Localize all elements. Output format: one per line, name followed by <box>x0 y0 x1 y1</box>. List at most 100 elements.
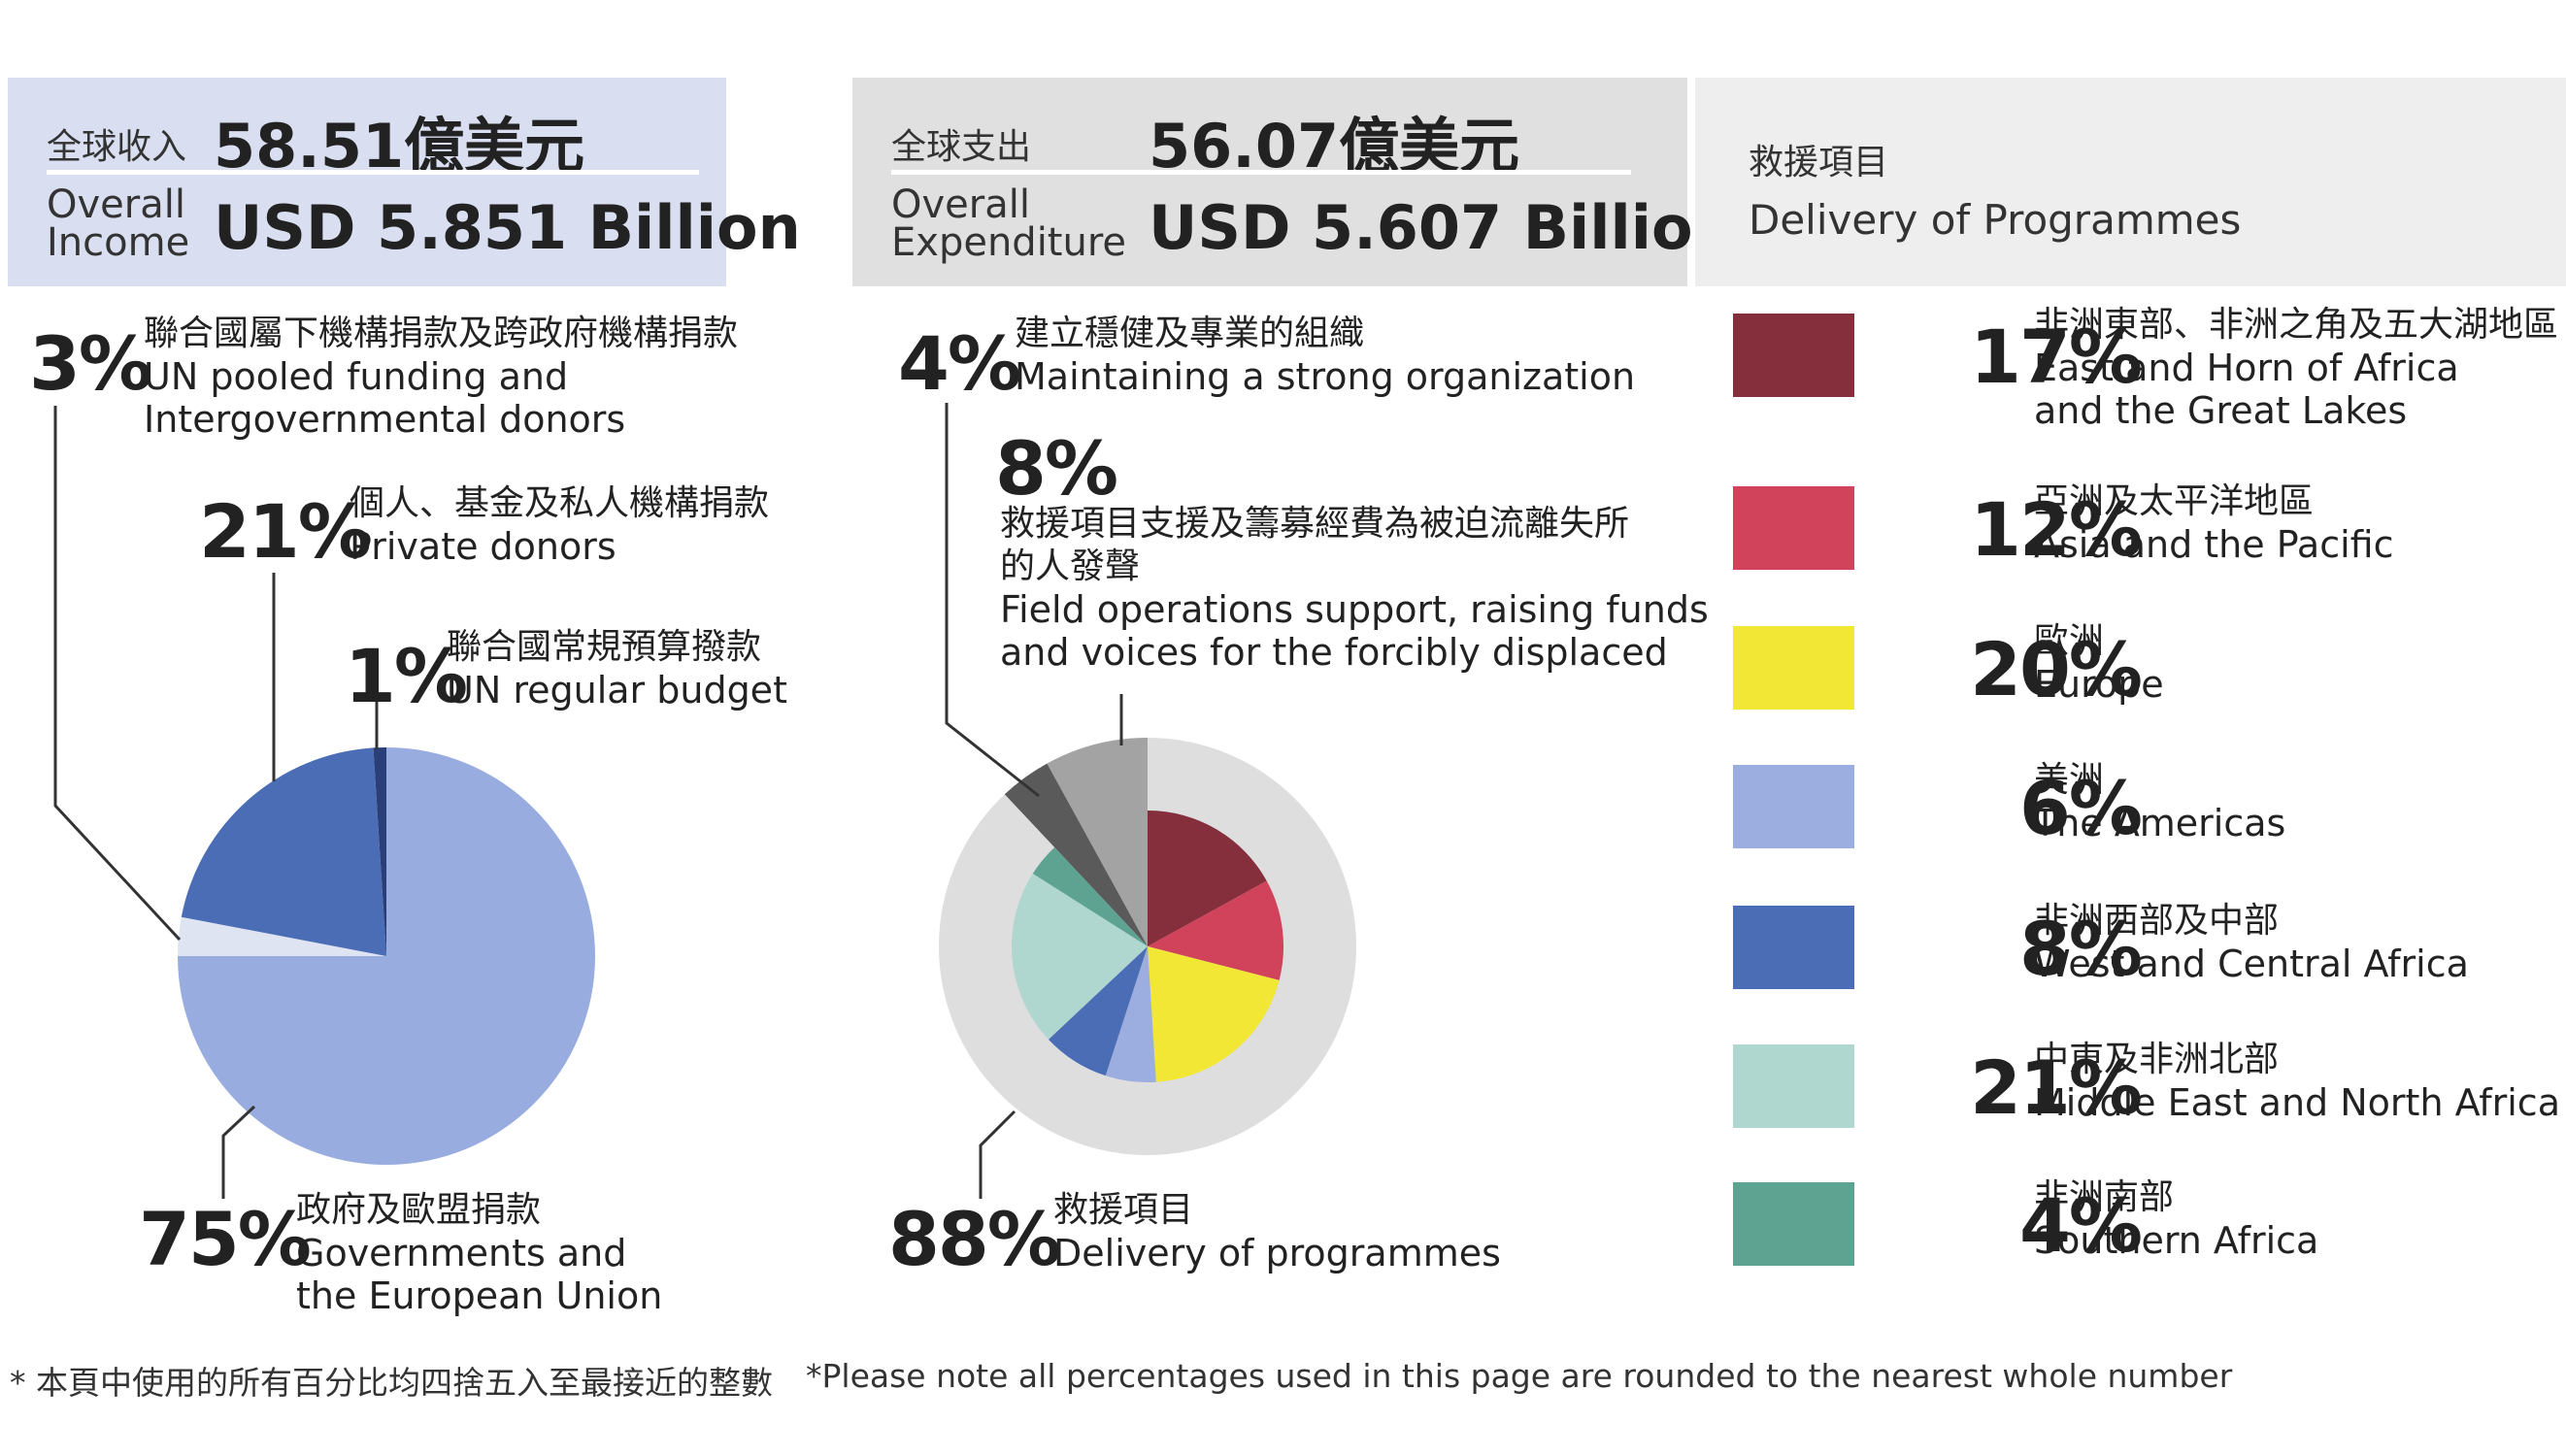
programmes-zh: 救援項目 <box>1749 143 1889 182</box>
programmes-en: Delivery of Programmes <box>1749 196 2242 244</box>
legend-en-1: West and Central Africa <box>2034 943 2469 985</box>
income-slice-1-zh: 個人、基金及私人機構捐款 <box>350 483 770 523</box>
legend-pct: 8% <box>2018 906 2143 992</box>
legend-en-1: Asia and the Pacific <box>2034 523 2394 566</box>
exp-slice-0-label: 建立穩健及專業的組織 Maintaining a strong organiza… <box>1015 313 1635 398</box>
exp-inner-slice-5 <box>1012 873 1148 1040</box>
exp-slice-2-label: 救援項目 Delivery of programmes <box>1053 1189 1501 1274</box>
legend-pct: 21% <box>1970 1044 2143 1131</box>
legend-swatch <box>1733 1044 1854 1128</box>
income-en-amount: USD 5.851 Billion <box>214 192 801 263</box>
legend-text: 非洲南部 Southern Africa <box>2034 1176 2318 1262</box>
exp-slice-0-pct: 4% <box>898 320 1021 407</box>
exp-inner-slice-3 <box>1105 946 1156 1082</box>
income-en-label-1: Overall <box>47 182 185 227</box>
income-slice-2-label: 聯合國常規預算撥款 UN regular budget <box>447 626 787 711</box>
expenditure-zh-label: 全球支出 <box>891 127 1032 167</box>
legend-en-2: and the Great Lakes <box>2034 389 2408 432</box>
legend-item-americas: 6% 美洲 The Americas <box>1733 757 2558 854</box>
expenditure-donut-chart <box>939 403 1356 1199</box>
income-slice-1 <box>181 747 386 956</box>
income-slice-0-pct: 3% <box>29 320 152 407</box>
exp-slice-1 <box>1047 737 1148 946</box>
legend-pct: 4% <box>2018 1182 2143 1269</box>
legend-text: 歐洲 Europe <box>2034 620 2164 706</box>
income-slice-3-pct: 75% <box>139 1196 312 1282</box>
expenditure-header-divider <box>891 170 1631 175</box>
leader-income-75 <box>221 1105 256 1199</box>
exp-slice-1-en-1: Field operations support, raising funds <box>1000 588 1709 631</box>
legend-zh: 中東及非洲北部 <box>2034 1040 2280 1079</box>
legend-zh: 亞洲及太平洋地區 <box>2034 481 2315 521</box>
legend-swatch <box>1733 626 1854 710</box>
expenditure-en-label-1: Overall <box>891 182 1030 227</box>
income-slice-2-zh: 聯合國常規預算撥款 <box>447 627 762 667</box>
legend-text: 非洲東部、非洲之角及五大湖地區 East and Horn of Africa … <box>2034 304 2558 432</box>
legend-pct: 17% <box>1970 314 2143 400</box>
income-slice-3-en-1: Governments and <box>296 1232 627 1274</box>
legend-zh: 歐洲 <box>2034 621 2105 661</box>
exp-slice-0-zh: 建立穩健及專業的組織 <box>1015 314 1365 353</box>
exp-slice-1-en-2: and voices for the forcibly displaced <box>1000 631 1668 674</box>
expenditure-en-amount: USD 5.607 Billion <box>1149 192 1736 263</box>
exp-inner-slice-0 <box>1148 811 1267 946</box>
exp-slice-2-en-1: Delivery of programmes <box>1053 1232 1501 1274</box>
income-slice-1-en-1: Private donors <box>350 525 617 568</box>
legend-item-asia-pacific: 12% 亞洲及太平洋地區 Asia and the Pacific <box>1733 479 2558 576</box>
income-slice-1-pct: 21% <box>199 488 372 575</box>
legend-pct: 6% <box>2018 765 2143 851</box>
income-header: 全球收入 58.51億美元 Overall Income USD 5.851 B… <box>8 78 801 286</box>
expenditure-header: 全球支出 56.07億美元 Overall Expenditure USD 5.… <box>852 78 1736 286</box>
leader-income-3 <box>53 406 182 942</box>
income-slice-2-en-1: UN regular budget <box>447 669 787 711</box>
income-slice-3-zh: 政府及歐盟捐款 <box>296 1190 542 1230</box>
legend-zh: 非洲西部及中部 <box>2034 901 2280 941</box>
legend-item-southern-africa: 4% 非洲南部 Southern Africa <box>1733 1175 2558 1272</box>
programmes-header: 救援項目 Delivery of Programmes <box>1695 78 2566 286</box>
income-slice-0-label: 聯合國屬下機構捐款及跨政府機構捐款 UN pooled funding and … <box>144 313 738 441</box>
legend-swatch <box>1733 486 1854 570</box>
exp-slice-1-label: 救援項目支援及籌募經費為被迫流離失所 的人發聲 Field operations… <box>1000 503 1709 674</box>
legend-swatch <box>1733 765 1854 848</box>
legend-zh: 美洲 <box>2034 760 2105 800</box>
exp-inner-slice-1 <box>1148 880 1283 980</box>
legend-en-1: Middle East and North Africa <box>2034 1081 2560 1124</box>
footnote-en: *Please note all percentages used in thi… <box>806 1357 2233 1395</box>
legend-swatch <box>1733 906 1854 989</box>
legend-text: 亞洲及太平洋地區 Asia and the Pacific <box>2034 480 2394 566</box>
leader-exp-4 <box>945 403 1040 798</box>
exp-slice-1-zh-2: 的人發聲 <box>1000 546 1141 586</box>
income-slice-2-pct: 1% <box>345 633 468 719</box>
income-en-label-2: Income <box>47 220 190 265</box>
exp-inner-slice-6 <box>1032 846 1148 946</box>
income-header-divider <box>47 170 699 175</box>
legend-swatch <box>1733 1182 1854 1266</box>
exp-slice-2-zh: 救援項目 <box>1053 1190 1194 1230</box>
expenditure-zh-amount: 56.07億美元 <box>1149 111 1520 182</box>
legend-en-1: The Americas <box>2034 802 2286 844</box>
exp-slice-2-pct: 88% <box>888 1196 1061 1282</box>
legend-text: 中東及非洲北部 Middle East and North Africa <box>2034 1039 2560 1124</box>
income-slice-0-en-2: Intergovernmental donors <box>144 398 626 441</box>
exp-inner-slice-2 <box>1148 946 1280 1082</box>
expenditure-en-label-2: Expenditure <box>891 220 1127 265</box>
exp-slice-1-zh-1: 救援項目支援及籌募經費為被迫流離失所 <box>1000 504 1630 544</box>
legend-item-west-central-africa: 8% 非洲西部及中部 West and Central Africa <box>1733 898 2558 995</box>
income-slice-2 <box>373 747 386 956</box>
leader-exp-88 <box>979 1109 1016 1199</box>
income-zh-label: 全球收入 <box>47 127 187 167</box>
legend-zh: 非洲南部 <box>2034 1177 2175 1217</box>
legend-en-1: Europe <box>2034 663 2164 706</box>
legend-text: 非洲西部及中部 West and Central Africa <box>2034 900 2469 985</box>
exp-slice-0-en-1: Maintaining a strong organization <box>1015 355 1636 398</box>
exp-inner-slice-4 <box>1048 946 1148 1076</box>
income-slice-0 <box>178 916 386 956</box>
exp-slice-1-pct: 8% <box>995 425 1118 512</box>
legend-item-europe: 20% 歐洲 Europe <box>1733 618 2558 715</box>
income-slice-1-label: 個人、基金及私人機構捐款 Private donors <box>350 482 769 568</box>
legend-en-1: East and Horn of Africa <box>2034 347 2459 389</box>
legend-item-middle-east-north-africa: 21% 中東及非洲北部 Middle East and North Africa <box>1733 1037 2560 1134</box>
income-slice-3-label: 政府及歐盟捐款 Governments and the European Uni… <box>296 1189 662 1317</box>
legend-item-east-horn-africa: 17% 非洲東部、非洲之角及五大湖地區 East and Horn of Afr… <box>1733 305 2558 432</box>
income-slice-0-zh: 聯合國屬下機構捐款及跨政府機構捐款 <box>144 314 739 353</box>
